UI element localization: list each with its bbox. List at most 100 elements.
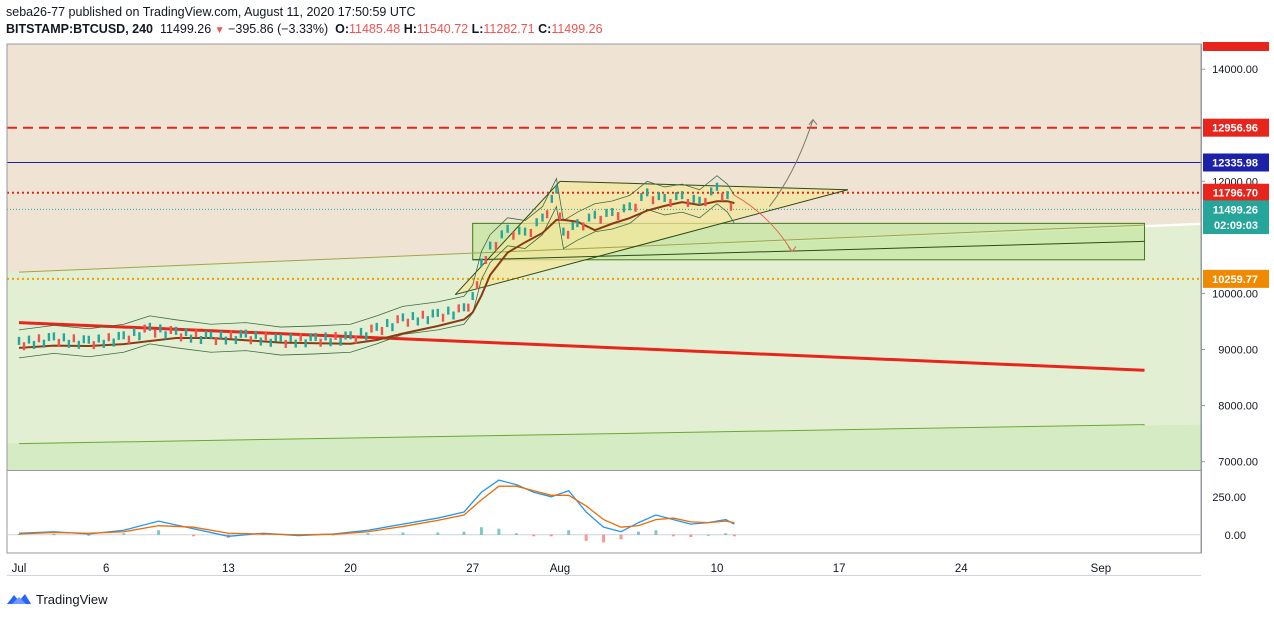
macd-tick-label: 0.00 [1225,530,1246,542]
candle [401,313,405,322]
candle [269,338,272,347]
candle [651,196,655,205]
candle [582,222,585,231]
candle [494,241,498,250]
macd-histogram-bar [689,534,693,538]
macd-histogram-bar [636,531,640,535]
candle [189,334,193,343]
candle [406,318,410,327]
macd-histogram-bar [602,534,606,543]
price-label: 11499.26 [1213,204,1258,216]
candle [214,337,218,346]
candle [416,317,420,326]
candle [259,337,263,346]
candle [92,341,95,350]
candle [314,332,317,341]
triangle-left [454,180,561,295]
moving-average [18,200,735,349]
macd-pane [7,479,1201,543]
candle [566,230,570,239]
candle [324,332,327,341]
time-tick-label: 24 [955,563,968,575]
bollinger-upper [18,175,735,331]
triangle-upper [559,180,848,191]
candle [396,315,399,324]
candle [558,212,562,221]
candle [174,326,178,335]
price-label: 10259.77 [1212,274,1258,286]
candle [164,331,167,340]
candle [431,309,435,318]
candle [179,333,183,342]
red-downtrend [18,321,1145,372]
candle [148,322,152,331]
green-uptrend-lower [18,424,1145,445]
candle [545,210,549,219]
candle [506,224,509,233]
candle [426,316,430,325]
price-label-box [1203,269,1269,288]
candle [194,329,198,338]
signal-line [18,485,735,536]
candle [204,330,208,339]
candle [488,241,492,250]
candle [365,332,368,341]
candle [349,331,352,340]
candle [391,323,394,332]
candle [523,227,527,236]
price-pane [7,44,1201,470]
candle [729,202,733,211]
candle [571,221,574,230]
candle [535,218,538,227]
price-tick-label: 7000.00 [1218,457,1258,469]
candle [657,192,661,201]
breakout-up-arrow [768,119,814,207]
open-value: 11485.48 [348,22,401,36]
candle [380,326,384,335]
upper-zone [7,44,1201,273]
ohlc-legend: BITSTAMP:BTCUSD, 240 11499.26 ▼ −395.86 … [6,22,603,36]
price-label-box [1203,118,1269,137]
candle [555,185,558,194]
candle [436,308,439,317]
candle [279,334,282,343]
candle [249,336,253,345]
macd-histogram-bar [87,534,91,536]
macd-histogram-bar [671,534,675,537]
candle [32,340,36,349]
macd-histogram-bar [17,534,21,536]
price-label: 12956.96 [1212,123,1258,135]
candle [375,322,378,331]
candle [704,198,707,207]
symbol: BITSTAMP:BTCUSD, 240 [6,22,154,36]
candle [529,228,533,237]
candle [441,313,445,322]
price-label-box [1203,183,1269,202]
publisher-line: seba26-77 published on TradingView.com, … [6,5,416,19]
macd-histogram-bar [366,533,370,535]
candle [480,258,483,267]
macd-histogram-bar [192,534,195,537]
candle [299,333,302,342]
tradingview-logo[interactable]: TradingView [6,591,108,607]
candle [447,306,450,315]
candle [27,335,31,344]
price-label: 12335.98 [1212,157,1258,169]
price-change: −395.86 (−3.33%) [228,22,329,36]
candle [541,213,544,222]
candle [102,339,105,348]
candle [122,331,125,340]
candle [42,339,46,348]
candle [209,331,213,340]
candle [132,327,136,336]
candle [550,194,554,203]
candle [709,187,713,196]
candle [219,330,223,339]
candle [334,331,337,340]
candle [698,196,701,205]
macd-histogram-bar [52,534,56,536]
candle [611,207,614,216]
candle [239,329,243,338]
macd-histogram-bar [331,534,335,536]
